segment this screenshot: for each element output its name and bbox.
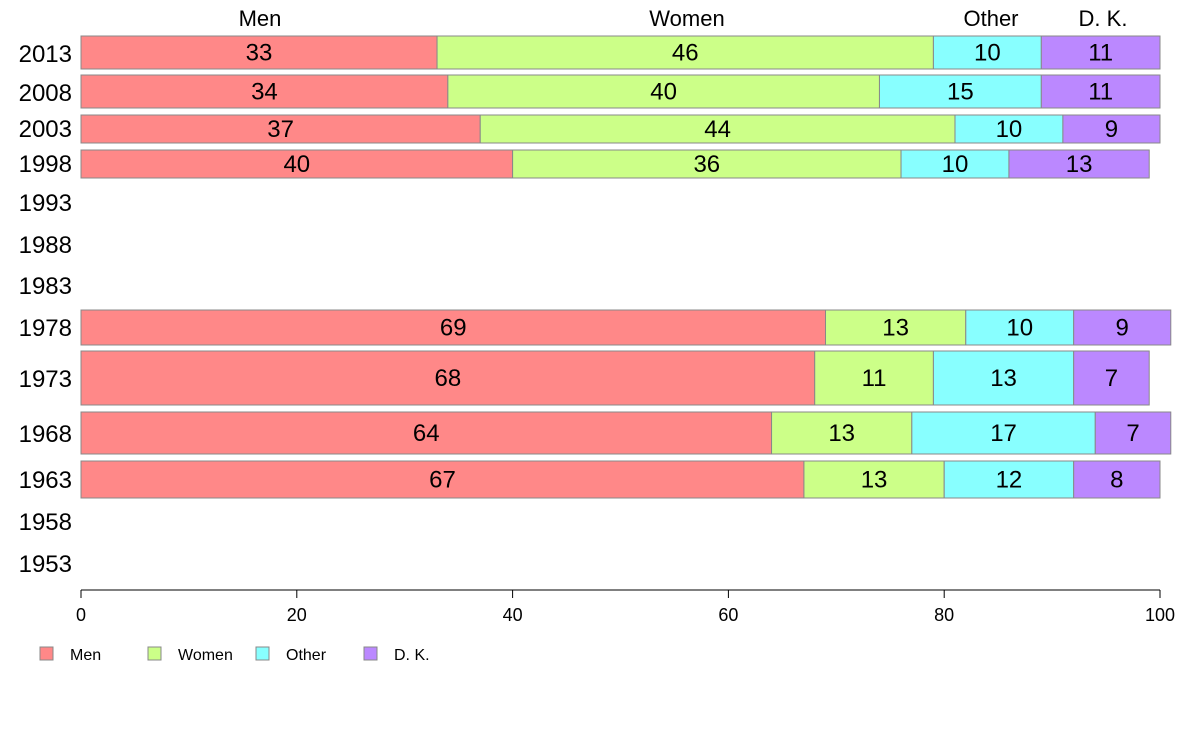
data-label-1973-2: 13	[990, 365, 1017, 392]
year-label-2003: 2003	[19, 116, 72, 143]
data-label-1978-1: 13	[882, 315, 909, 342]
bar-1968-men	[80, 411, 773, 455]
bar-1963-dk	[1073, 460, 1161, 499]
bar-2008-men	[80, 74, 449, 109]
bar-2003-men	[80, 114, 481, 144]
legend-swatch-other	[255, 646, 270, 661]
data-label-2008-1: 40	[650, 79, 677, 106]
legend-swatch-dk	[363, 646, 378, 661]
legend-label-other: Other	[286, 647, 327, 664]
bar-2013-other	[932, 35, 1042, 70]
data-label-1998-1: 36	[693, 151, 720, 178]
bar-1973-dk	[1073, 350, 1150, 406]
x-tick-label-60: 60	[718, 605, 738, 625]
data-label-1963-2: 12	[996, 467, 1023, 494]
bar-1998-women	[512, 149, 902, 179]
data-label-1968-0: 64	[413, 420, 440, 447]
bar-2003-dk	[1062, 114, 1161, 144]
x-tick-label-40: 40	[503, 605, 523, 625]
bar-2008-women	[447, 74, 880, 109]
data-label-2003-3: 9	[1105, 116, 1118, 143]
year-label-1973: 1973	[19, 366, 72, 393]
data-label-2003-0: 37	[267, 116, 294, 143]
data-label-1963-0: 67	[429, 467, 456, 494]
data-label-1963-1: 13	[861, 467, 888, 494]
data-label-2003-1: 44	[704, 116, 731, 143]
bar-2003-women	[479, 114, 956, 144]
year-label-2013: 2013	[19, 41, 72, 68]
data-label-1978-0: 69	[440, 315, 467, 342]
data-label-2008-2: 15	[947, 79, 974, 106]
bar-2013-women	[436, 35, 934, 70]
column-header-0: Men	[239, 6, 282, 31]
data-label-1973-3: 7	[1105, 365, 1118, 392]
year-label-1953: 1953	[19, 551, 72, 578]
bar-1978-other	[965, 309, 1075, 346]
legend-label-dk: D. K.	[394, 647, 430, 664]
legend-label-women: Women	[178, 647, 233, 664]
data-label-2003-2: 10	[996, 116, 1023, 143]
data-label-1968-2: 17	[990, 420, 1017, 447]
bar-2013-men	[80, 35, 438, 70]
column-header-2: Other	[963, 6, 1018, 31]
bar-1973-other	[932, 350, 1075, 406]
bar-2013-dk	[1040, 35, 1161, 70]
bar-1978-men	[80, 309, 827, 346]
data-label-1998-2: 10	[942, 151, 969, 178]
data-label-1998-0: 40	[283, 151, 310, 178]
bar-1968-other	[911, 411, 1096, 455]
bar-1963-other	[943, 460, 1075, 499]
data-label-1973-0: 68	[435, 365, 462, 392]
legend-swatch-women	[147, 646, 162, 661]
bar-1973-women	[814, 350, 934, 406]
x-tick-label-80: 80	[934, 605, 954, 625]
data-label-1968-3: 7	[1126, 420, 1139, 447]
legend-label-men: Men	[70, 647, 101, 664]
legend-swatch-men	[39, 646, 54, 661]
year-label-1963: 1963	[19, 467, 72, 494]
year-label-1993: 1993	[19, 190, 72, 217]
bar-2008-other	[878, 74, 1042, 109]
data-label-2013-3: 11	[1088, 40, 1113, 67]
data-label-2013-0: 33	[246, 40, 273, 67]
data-label-2013-2: 10	[974, 40, 1001, 67]
year-label-1978: 1978	[19, 315, 72, 342]
x-tick-label-0: 0	[76, 605, 86, 625]
year-label-1983: 1983	[19, 273, 72, 300]
year-label-1988: 1988	[19, 232, 72, 259]
year-label-2008: 2008	[19, 80, 72, 107]
data-label-2008-0: 34	[251, 79, 278, 106]
bar-1998-men	[80, 149, 514, 179]
bar-1978-women	[825, 309, 967, 346]
year-label-1998: 1998	[19, 151, 72, 178]
data-label-1968-1: 13	[828, 420, 855, 447]
bar-1998-dk	[1008, 149, 1150, 179]
bar-1978-dk	[1073, 309, 1172, 346]
column-header-1: Women	[649, 6, 724, 31]
x-tick-label-20: 20	[287, 605, 307, 625]
year-label-1958: 1958	[19, 509, 72, 536]
bar-2008-dk	[1040, 74, 1161, 109]
x-tick-label-100: 100	[1145, 605, 1175, 625]
column-header-3: D. K.	[1079, 6, 1128, 31]
data-label-1963-3: 8	[1110, 467, 1123, 494]
data-label-1998-3: 13	[1066, 151, 1093, 178]
bar-1968-dk	[1094, 411, 1172, 455]
data-label-1978-3: 9	[1116, 315, 1129, 342]
data-label-1973-1: 11	[862, 365, 887, 392]
year-label-1968: 1968	[19, 421, 72, 448]
data-label-1978-2: 10	[1006, 315, 1033, 342]
data-label-2013-1: 46	[672, 40, 699, 67]
data-label-2008-3: 11	[1088, 79, 1113, 106]
bar-1973-men	[80, 350, 816, 406]
bar-1963-men	[80, 460, 805, 499]
